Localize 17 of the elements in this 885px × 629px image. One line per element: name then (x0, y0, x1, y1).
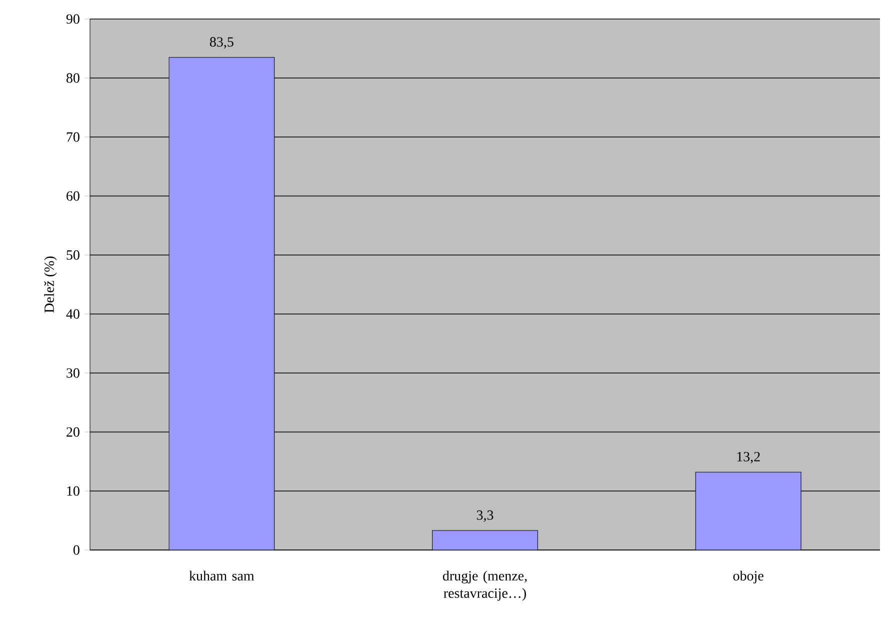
y-tick-label: 60 (66, 191, 80, 201)
x-tick-label: oboje (733, 570, 764, 584)
y-tick-label: 80 (66, 73, 80, 83)
y-tick-label: 90 (66, 14, 80, 24)
data-label: 13,2 (737, 452, 760, 464)
y-axis-title: Delež (%) (44, 256, 57, 313)
data-label: 83,5 (210, 37, 234, 49)
y-tick-label: 20 (66, 427, 80, 437)
x-tick-label: drugje (menze, restavracije…) (442, 570, 527, 601)
data-label: 3,3 (476, 510, 494, 522)
y-tick-label: 50 (66, 250, 80, 260)
y-tick-label: 30 (66, 368, 80, 378)
y-tick-label: 40 (66, 309, 80, 319)
y-tick-label: 70 (66, 132, 80, 142)
y-tick-label: 0 (73, 545, 80, 555)
y-tick-label: 10 (67, 486, 80, 496)
x-tick-label: kuham sam (189, 570, 254, 581)
